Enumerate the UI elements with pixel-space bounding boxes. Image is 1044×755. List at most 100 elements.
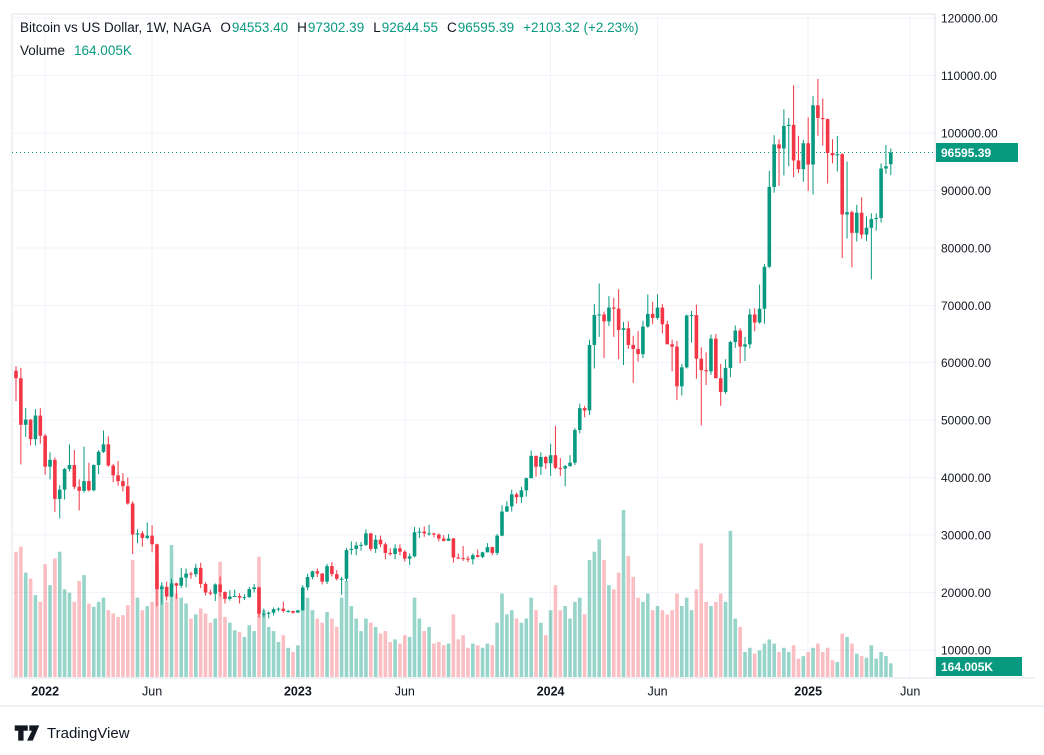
candle — [339, 578, 344, 580]
price-axis[interactable]: 120000.00 110000.00 100000.00 90000.00 80000… — [941, 12, 998, 658]
volume-bar — [228, 622, 232, 677]
candle — [519, 490, 524, 498]
candle — [587, 344, 592, 411]
volume-bar — [505, 614, 509, 677]
candle-wick — [462, 546, 464, 561]
candle — [388, 552, 393, 555]
volume-bar — [850, 643, 854, 677]
volume-bar — [315, 618, 320, 677]
candle — [359, 544, 363, 546]
candle — [271, 609, 276, 613]
volume-bar — [874, 658, 879, 677]
candle-wick — [623, 321, 624, 366]
volume-bar — [116, 616, 120, 677]
price-axis-label: 30000.00 — [941, 529, 991, 543]
candle — [514, 494, 519, 498]
volume-bar — [786, 651, 791, 677]
symbol-title[interactable]: Bitcoin vs US Dollar, 1W, NAGA — [20, 20, 212, 35]
time-axis[interactable]: 2022 Jun 2023 Jun 2024 Jun 2025 Jun — [31, 685, 920, 699]
candle-wick — [759, 284, 761, 324]
candle — [383, 544, 388, 553]
volume-bar — [184, 603, 188, 677]
candle — [723, 367, 728, 393]
candle — [276, 608, 281, 610]
candle — [53, 459, 57, 499]
volume-bar — [232, 630, 237, 677]
volume-bar — [412, 597, 417, 677]
candle — [135, 533, 140, 535]
volume-bar — [801, 656, 806, 677]
candle — [184, 573, 188, 578]
volume-bar — [723, 601, 728, 677]
candle-wick — [78, 479, 80, 511]
candle-wick — [691, 311, 693, 343]
candle — [28, 419, 33, 440]
candle-wick — [559, 458, 561, 476]
ohlc-high: H 97302.39 — [297, 18, 364, 38]
volume-bar — [271, 631, 276, 677]
volume-bar — [548, 610, 553, 677]
candle — [500, 511, 504, 536]
volume-bar — [592, 551, 597, 677]
candle — [869, 219, 874, 228]
volume-bar — [169, 545, 174, 677]
volume-bar — [330, 618, 334, 677]
volume-bar — [806, 651, 810, 677]
volume-bar — [728, 530, 733, 677]
volume-bar — [480, 647, 485, 677]
candle — [194, 567, 198, 575]
candle — [592, 315, 597, 345]
volume-bar — [670, 610, 674, 677]
volume-bar — [835, 661, 840, 677]
close-label: C — [447, 20, 457, 35]
candle — [874, 217, 879, 220]
volume-bar — [140, 610, 145, 677]
candle — [568, 462, 572, 467]
volume-bar — [738, 626, 742, 677]
volume-bar — [28, 578, 33, 677]
tradingview-logo[interactable]: TradingView — [14, 723, 130, 743]
high-value: 97302.39 — [307, 20, 365, 35]
volume-bar — [582, 614, 587, 677]
tradingview-logo-text: TradingView — [47, 724, 130, 742]
volume-bar — [631, 576, 636, 677]
volume-bar — [587, 560, 592, 677]
candle-wick — [389, 548, 391, 556]
gridlines — [12, 14, 935, 678]
candle — [354, 545, 358, 549]
price-axis-label: 120000.00 — [941, 12, 998, 26]
volume-bar — [203, 613, 208, 677]
volume-bar — [121, 615, 125, 677]
candle — [364, 533, 368, 545]
candle — [48, 459, 52, 467]
candle — [437, 534, 441, 539]
price-axis-label: 40000.00 — [941, 471, 991, 485]
time-axis-label: Jun — [647, 685, 667, 699]
volume-bar — [247, 625, 252, 677]
candle-wick — [175, 582, 177, 599]
candle-wick — [263, 608, 265, 618]
candle — [286, 610, 290, 612]
candle — [432, 533, 436, 535]
volume-bar — [62, 589, 67, 677]
volume-bar — [524, 618, 529, 677]
candle-wick — [875, 213, 877, 231]
volume-bar — [164, 601, 169, 677]
candle — [816, 105, 820, 118]
volume-bar — [534, 610, 538, 677]
volume-bar — [91, 606, 96, 677]
candle — [262, 613, 266, 615]
volume-bar — [840, 633, 844, 677]
volume-bar — [373, 626, 378, 677]
volume-bar — [485, 643, 490, 677]
candle — [709, 338, 713, 372]
volume-bar — [529, 597, 533, 677]
candle — [145, 535, 150, 538]
volume-bar — [830, 660, 835, 677]
volume-label[interactable]: Volume — [20, 43, 66, 58]
candle — [806, 143, 810, 165]
volume-bar — [490, 645, 495, 677]
candle-wick — [554, 425, 556, 470]
volume-bar — [378, 633, 383, 677]
